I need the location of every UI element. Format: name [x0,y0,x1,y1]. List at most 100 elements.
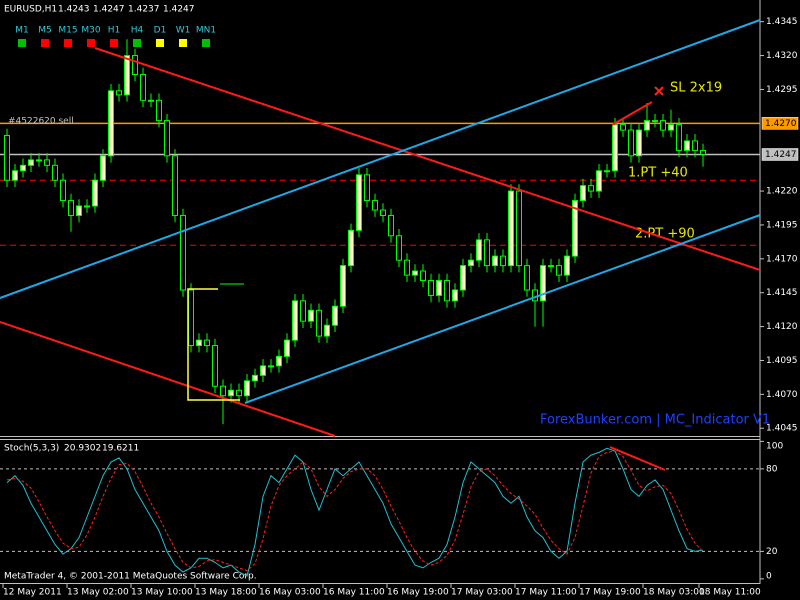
marker-box [761,148,799,161]
candle-body [428,280,434,296]
red-channel-lower [0,321,336,437]
indicator-value: 20.9302 [64,444,101,454]
timeframe-label: W1 [176,26,191,36]
x-tick-label: 13 May 18:00 [195,588,257,598]
trend-lines [0,19,761,471]
candle-body [188,289,194,347]
annotation: SL 2x19 [670,81,722,96]
candle-body [388,214,394,237]
candle-body [436,280,442,296]
candle-body [92,179,98,207]
candle-body [196,339,202,347]
timeframe-label: MN1 [196,26,216,36]
candle-body [332,305,338,326]
candle-body [148,99,154,102]
candle-body [100,155,106,181]
candle-body [660,120,666,131]
candle-body [404,259,410,276]
chart-title: EURUSD,H1 [4,5,57,15]
marker-label: 1.4247 [765,150,797,160]
quote-value: 1.4237 [128,5,160,15]
candle-body [700,149,706,155]
candle-body [308,309,314,322]
candle-body [340,265,346,307]
candle-body [692,140,698,151]
candle-body [620,124,626,131]
quote-value: 1.4243 [58,5,90,15]
y-tick-label: 1.4320 [766,51,798,61]
annotation: #4522620 sell [8,117,74,127]
candle-body [492,255,498,267]
candle-body [564,255,570,276]
candle-body [28,159,34,166]
y-tick-label: 0 [766,572,772,582]
candle-body [108,90,114,157]
candle-body [228,389,234,397]
annotation: ForexBunker.com | MC_Indicator V1 [540,413,770,428]
timeframe-signal [179,39,187,47]
y-tick-label: 1.4045 [766,424,798,434]
timeframe-label: H4 [131,26,144,36]
timeframe-signal [41,39,49,47]
candle-body [556,265,562,276]
candle-body [132,55,138,76]
candle-body [356,174,362,231]
candle-body [676,124,682,151]
timeframe-signal [110,39,118,47]
timeframe-signal [64,39,72,47]
annotation: 1.PT +40 [628,166,688,181]
candle-body [396,235,402,261]
y-tick-label: 20 [766,547,778,557]
candle-body [508,190,514,267]
candle-body [180,214,186,291]
candle-body [476,239,482,261]
candle-body [76,205,82,216]
candle-body [60,179,66,202]
candle-body [500,255,506,267]
candle-body [348,229,354,267]
candle-body [172,155,178,216]
stoch-line [6,447,704,577]
candle-body [380,209,386,216]
x-tick-label: 16 May 11:00 [323,588,385,598]
x-tick-label: 17 May 11:00 [515,588,577,598]
candle-body [284,339,290,357]
candle-body [324,324,330,337]
candle-body [372,200,378,211]
x-tick-label: 13 May 10:00 [131,588,193,598]
candle-body [644,120,650,131]
timeframe-label: M30 [81,26,100,36]
x-tick-label: 13 May 02:00 [67,588,129,598]
stoch-line [6,450,704,572]
indicator-title: Stoch(5,3,3) [4,444,59,454]
candle-body [140,74,146,101]
candle-body [364,174,370,202]
marker-label: 1.4270 [765,119,797,129]
candle-body [572,200,578,257]
candle-body [484,239,490,267]
timeframe-label: M5 [38,26,52,36]
timeframe-signal [202,39,210,47]
candle-body [612,124,618,172]
divergence-line [611,101,653,126]
y-tick-label: 1.4295 [766,85,798,95]
candle-body [628,129,634,157]
y-tick-label: 100 [766,442,783,452]
y-tick-label: 1.4345 [766,17,798,27]
y-tick-label: 1.4145 [766,288,798,298]
candle-body [532,289,538,302]
y-tick-label: 1.4095 [766,356,798,366]
y-tick-label: 1.4220 [766,187,798,197]
candle-body [212,345,218,387]
candle-body [452,289,458,302]
y-tick-label: 1.4195 [766,220,798,230]
y-tick-label: 80 [766,464,778,474]
candle-body [596,170,602,192]
candle-body [164,120,170,157]
blue-channel-lower [244,214,761,404]
timeframe-signal [87,39,95,47]
candle-body [36,159,42,162]
timeframe-signal [156,39,164,47]
candle-body [12,170,18,181]
